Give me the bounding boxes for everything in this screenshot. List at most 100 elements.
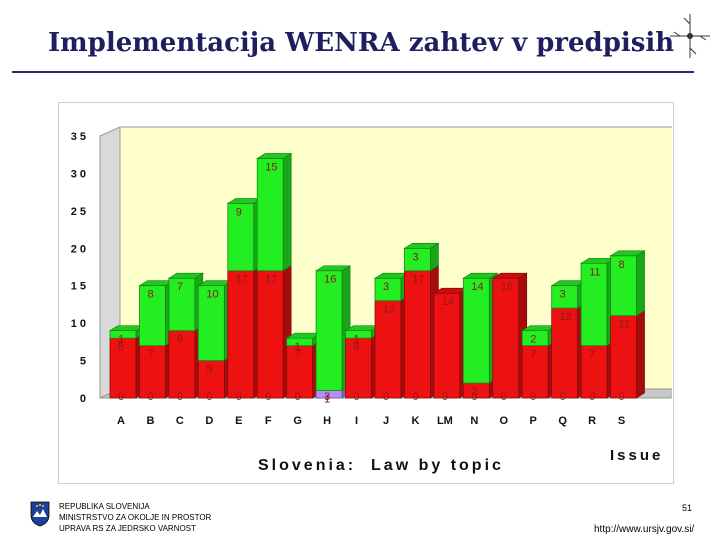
data-label: 8: [354, 341, 360, 353]
data-label: 14: [442, 296, 454, 308]
base-label: 0: [354, 391, 360, 403]
bar-segment: [551, 307, 579, 399]
bar-B: 7 8 0: [138, 280, 175, 403]
org-line-2: MINISTRSTVO ZA OKOLJE IN PROSTOR: [59, 513, 212, 522]
data-label: 8: [147, 289, 153, 301]
bar-LM: 14 0: [432, 287, 469, 403]
y-tick-label: 5: [80, 356, 86, 368]
bar-P: 7 2 0: [521, 325, 558, 403]
bar-Q: 12 3 0: [550, 280, 587, 403]
base-label: 0: [265, 391, 271, 403]
data-label: 3: [383, 281, 389, 293]
bar-F: 17 15 0: [256, 152, 293, 403]
base-label: 0: [619, 391, 625, 403]
y-tick-label: 2 5: [71, 206, 86, 218]
bar-D: 5 10 0: [197, 280, 234, 403]
base-label: 0: [530, 391, 536, 403]
bar-segment-side: [282, 152, 292, 272]
bar-top: [462, 272, 499, 279]
y-tick-label: 3 0: [71, 168, 86, 180]
bar-G: 71 0: [285, 332, 322, 403]
bar-segment: [139, 345, 166, 399]
data-label: 1: [324, 394, 330, 406]
data-label: 7: [177, 281, 183, 293]
x-tick-label: LM: [437, 415, 453, 427]
x-tick-label: C: [176, 415, 184, 427]
x-axis-ticks: A B C D E F G H I J K LM N O P Q R S: [117, 415, 625, 427]
data-label: 16: [501, 281, 513, 293]
y-tick-label: 3 5: [71, 131, 86, 143]
bar-top: [167, 272, 204, 279]
x-tick-label: S: [618, 415, 625, 427]
base-label: 0: [206, 391, 212, 403]
chart-title: Slovenia: Law by topic: [258, 457, 504, 474]
data-label: 8: [118, 341, 124, 353]
data-label: 13: [383, 304, 395, 316]
bar-segment: [492, 277, 520, 399]
data-label: 1: [295, 341, 301, 353]
bar-segment: [197, 285, 225, 361]
base-label: 0: [560, 391, 566, 403]
bar-O: 16 0: [491, 272, 528, 403]
bar-segment: [404, 270, 431, 399]
org-line-1: REPUBLIKA SLOVENIJA: [59, 502, 150, 511]
base-label: 0: [236, 391, 242, 403]
bar-top: [315, 265, 352, 272]
page-number: 51: [682, 503, 693, 513]
bar-top: [609, 250, 646, 257]
x-tick-label: Q: [558, 415, 567, 427]
bar-segment: [374, 300, 402, 399]
bar-segment: [227, 270, 255, 399]
data-label: 7: [147, 349, 153, 361]
organization-block: REPUBLIKA SLOVENIJA MINISTRSTVO ZA OKOLJ…: [59, 501, 211, 534]
y-tick-label: 2 0: [71, 243, 86, 255]
x-tick-label: A: [117, 415, 125, 427]
footer-url[interactable]: http://www.ursjv.gov.si/: [594, 524, 695, 535]
base-label: 0: [501, 391, 507, 403]
bar-segment: [227, 202, 255, 272]
bar-C: 9 7 0: [167, 272, 204, 403]
data-label: 3: [560, 289, 566, 301]
y-tick-label: 1 0: [71, 318, 86, 330]
bar-N: 2 14 0: [462, 272, 499, 403]
x-tick-label: G: [293, 415, 302, 427]
x-tick-label: P: [530, 415, 537, 427]
x-tick-label: H: [323, 415, 331, 427]
bar-segment: [256, 158, 284, 272]
bar-top: [403, 242, 440, 249]
bar-segment: [286, 345, 314, 399]
x-axis-label: Issue: [610, 447, 663, 464]
base-label: 0: [471, 391, 477, 403]
bar-A: 81 0: [108, 325, 146, 403]
data-label: 3: [412, 251, 418, 263]
compass-logo-icon: [670, 14, 710, 58]
bar-segment: [315, 270, 343, 391]
bar-segment-side: [636, 310, 645, 399]
data-label: 5: [206, 364, 212, 376]
base-label: 0: [295, 391, 301, 403]
base-label: 0: [442, 391, 448, 403]
x-tick-label: D: [205, 415, 213, 427]
bar-segment: [256, 270, 284, 399]
x-tick-label: R: [588, 415, 596, 427]
slide-title: Implementacija WENRA zahtev v predpisih: [48, 28, 675, 58]
data-label: 16: [324, 274, 336, 286]
data-label: 1: [118, 334, 124, 346]
bar-S: 11 8 0: [609, 250, 646, 403]
base-label: 0: [589, 391, 595, 403]
base-label: 3: [324, 391, 330, 403]
data-label: 12: [560, 311, 572, 323]
bar-H: 1 16 3: [315, 265, 352, 406]
data-label: 14: [471, 281, 483, 293]
bar-J: 13 3 0: [373, 272, 411, 403]
org-line-3: UPRAVA RS ZA JEDRSKO VARNOST: [59, 524, 196, 533]
data-label: 9: [236, 206, 242, 218]
y-axis-ticks: 0 5 1 0 1 5 2 0 2 5 3 0 3 5: [71, 131, 86, 405]
data-label: 9: [177, 334, 183, 346]
slovenia-crest-icon: [30, 501, 50, 527]
x-tick-label: N: [470, 415, 478, 427]
bar-top: [256, 153, 293, 159]
